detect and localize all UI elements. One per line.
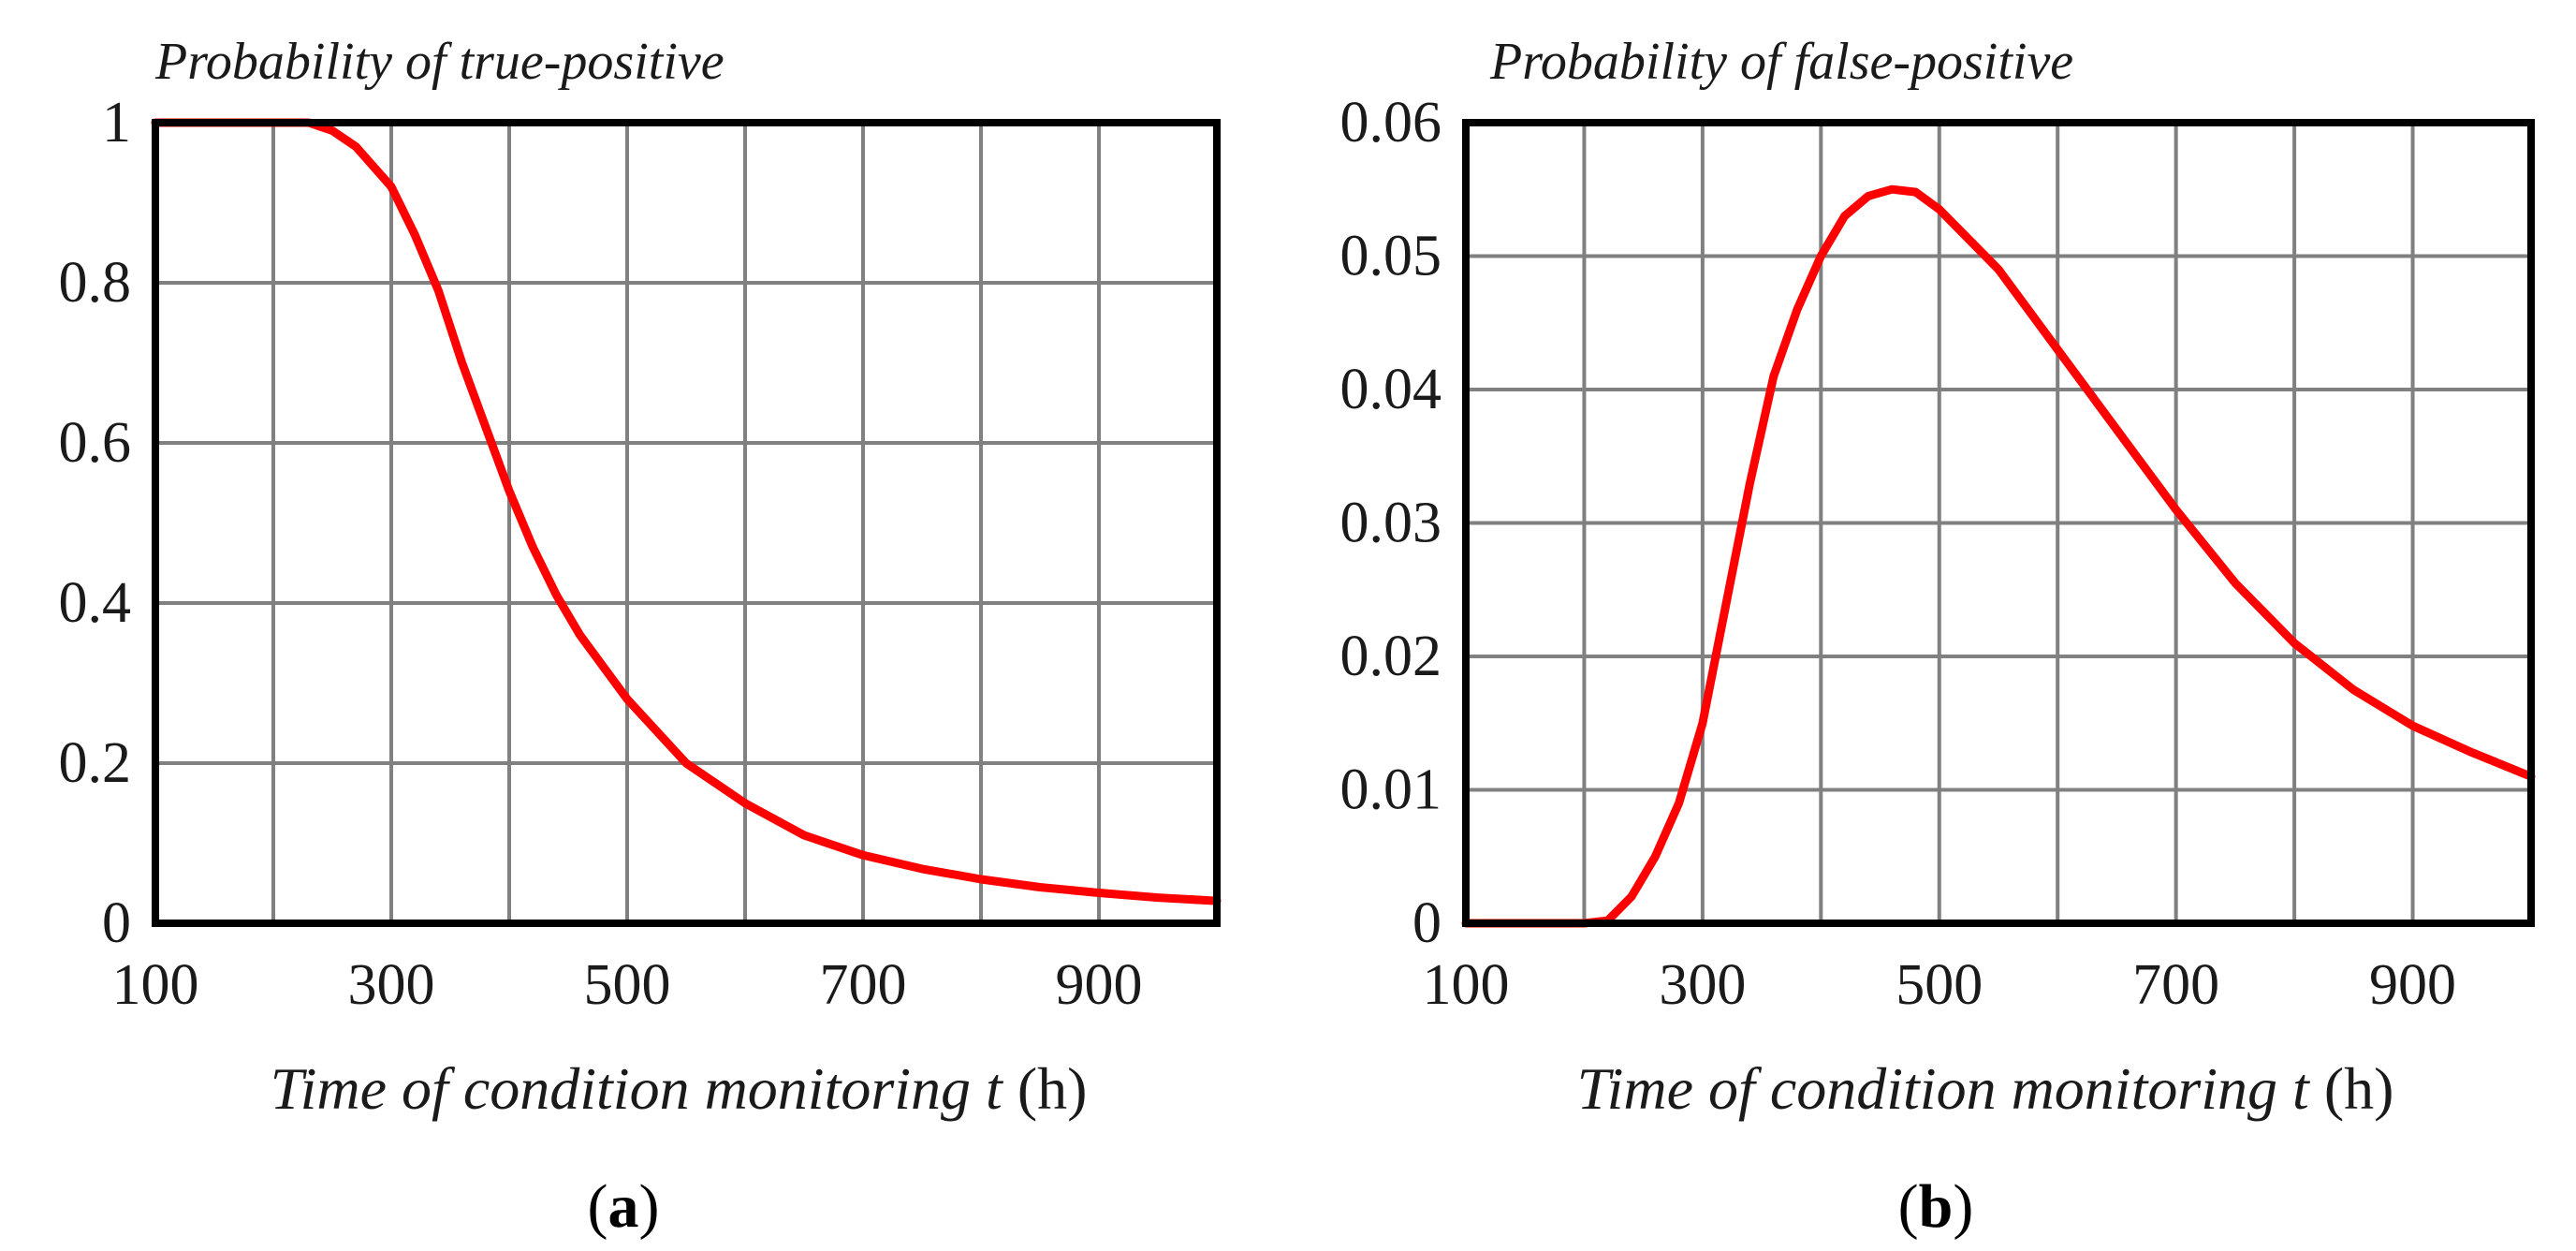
y-tick-label: 0.06 xyxy=(1340,91,1442,155)
y-tick-label: 0.2 xyxy=(59,731,132,795)
x-tick-label: 300 xyxy=(1659,953,1746,1017)
x-tick-label: 100 xyxy=(112,953,199,1017)
x-tick-label: 900 xyxy=(2369,953,2456,1017)
x-tick-label: 500 xyxy=(1895,953,1983,1017)
chart-title: Probability of true-positive xyxy=(154,33,724,91)
x-tick-label: 100 xyxy=(1423,953,1510,1017)
x-axis-label: Time of condition monitoring t (h) xyxy=(271,1055,1088,1122)
x-axis-label-variable: t xyxy=(986,1055,1017,1122)
panel-label-letter: a xyxy=(608,1172,639,1241)
panel-label-letter: b xyxy=(1919,1172,1954,1241)
x-axis-label-unit: (h) xyxy=(2324,1055,2394,1122)
x-axis-label-text: Time of condition monitoring xyxy=(1577,1055,2292,1122)
series-line-true-positive xyxy=(151,118,1222,905)
x-axis-label-text: Time of condition monitoring xyxy=(271,1055,986,1122)
y-tick-label: 0.05 xyxy=(1340,225,1442,288)
plot-frame xyxy=(152,119,1221,927)
x-axis-label-unit: (h) xyxy=(1017,1055,1088,1122)
panel-label-close: ) xyxy=(1953,1172,1973,1241)
y-tick-label: 0.04 xyxy=(1340,358,1442,421)
panel-label: (a) xyxy=(588,1172,660,1241)
chart-panel-a: Probability of true-positive 0 0.2 0.4 0.6 0.… xyxy=(59,33,1222,1241)
y-tick-label: 1 xyxy=(102,91,131,155)
panel-label-open: ( xyxy=(588,1172,608,1241)
plot-frame xyxy=(1462,119,2535,927)
x-tick-label: 700 xyxy=(2132,953,2219,1017)
x-tick-label: 300 xyxy=(348,953,435,1017)
y-tick-label: 0.03 xyxy=(1340,492,1442,555)
series-line-false-positive xyxy=(1461,184,2536,928)
panel-label-close: ) xyxy=(639,1172,660,1241)
y-tick-label: 0.4 xyxy=(59,571,132,635)
x-axis-label: Time of condition monitoring t (h) xyxy=(1577,1055,2394,1122)
x-tick-label: 500 xyxy=(584,953,671,1017)
panel-label-open: ( xyxy=(1898,1172,1919,1241)
y-tick-label: 0.02 xyxy=(1340,625,1442,688)
y-tick-label: 0.01 xyxy=(1340,758,1442,822)
chart-panel-b: Probability of false-positive 0 0.01 0.02 0.… xyxy=(1340,33,2536,1241)
chart-title: Probability of false-positive xyxy=(1489,33,2073,91)
x-tick-label: 700 xyxy=(820,953,907,1017)
y-tick-label: 0 xyxy=(1412,891,1442,955)
x-axis-label-variable: t xyxy=(2292,1055,2324,1122)
x-tick-label: 900 xyxy=(1056,953,1143,1017)
y-tick-label: 0.6 xyxy=(59,411,132,475)
panel-label: (b) xyxy=(1898,1172,1974,1241)
y-tick-label: 0.8 xyxy=(59,251,132,315)
y-tick-label: 0 xyxy=(102,891,131,955)
